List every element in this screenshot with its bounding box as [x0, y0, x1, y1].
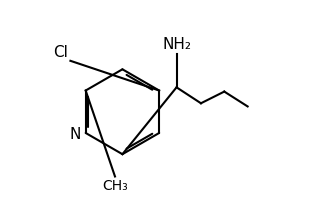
Text: CH₃: CH₃ [102, 179, 128, 193]
Text: N: N [70, 127, 81, 141]
Text: Cl: Cl [54, 45, 68, 60]
Text: NH₂: NH₂ [162, 37, 191, 52]
